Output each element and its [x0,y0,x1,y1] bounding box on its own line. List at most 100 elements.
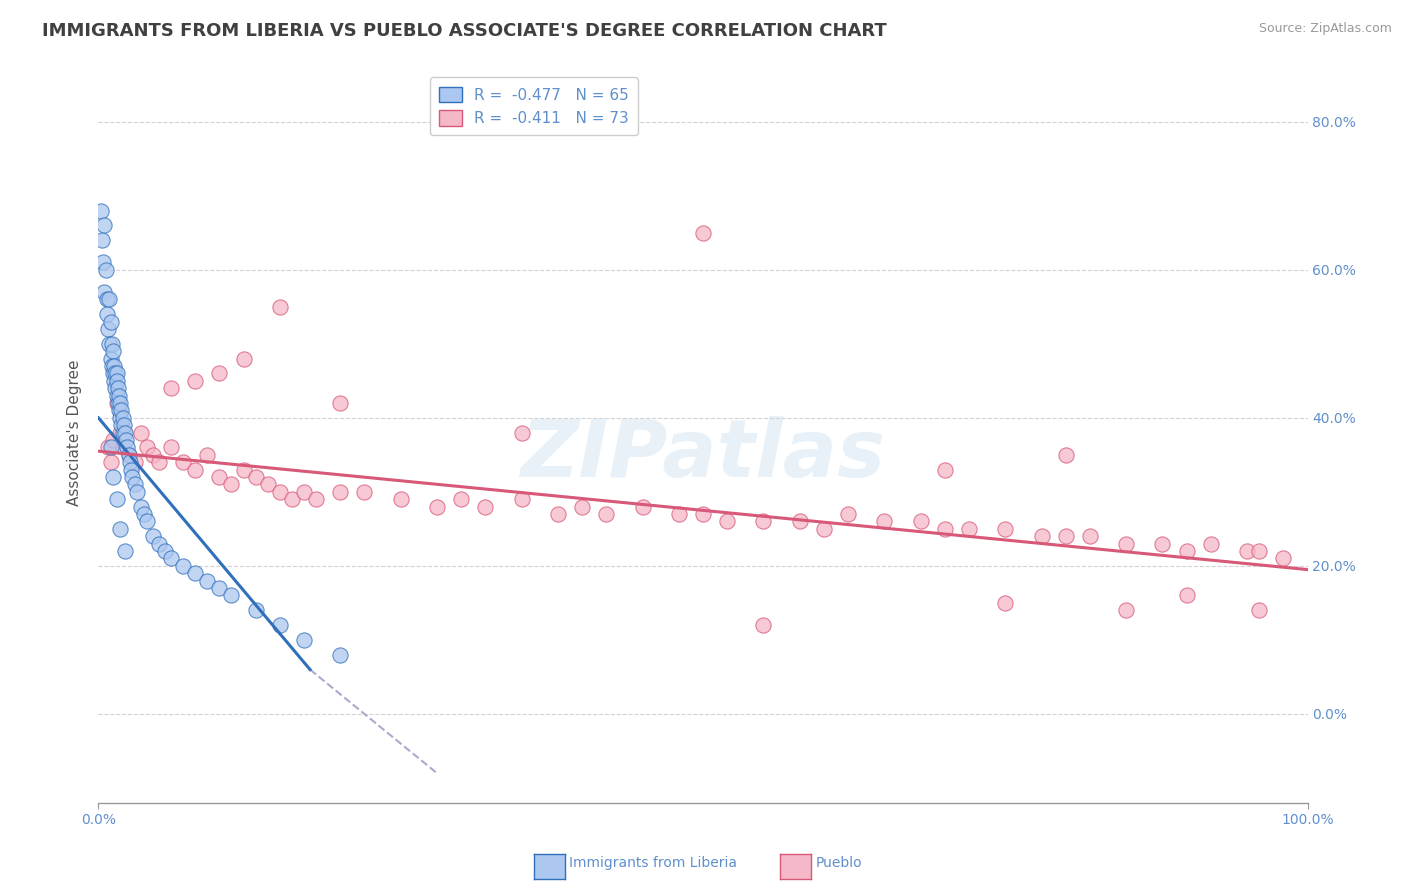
Point [426,500,449,514]
Y-axis label: Associate's Degree: Associate's Degree [67,359,83,506]
Point [1031,529,1053,543]
Point [127,484,149,499]
Point [184,374,207,388]
Point [117,441,139,455]
Point [994,596,1017,610]
Point [232,351,254,366]
Point [105,374,128,388]
Point [105,367,128,381]
Text: IMMIGRANTS FROM LIBERIA VS PUEBLO ASSOCIATE'S DEGREE CORRELATION CHART: IMMIGRANTS FROM LIBERIA VS PUEBLO ASSOCI… [42,22,887,40]
Point [837,507,859,521]
Point [256,477,278,491]
Point [94,262,117,277]
Point [547,507,569,521]
Point [101,367,124,381]
Point [474,500,496,514]
Point [98,293,121,307]
Point [281,492,304,507]
Point [148,455,170,469]
Point [111,441,134,455]
Legend: R =  -0.477   N = 65, R =  -0.411   N = 73: R = -0.477 N = 65, R = -0.411 N = 73 [430,78,638,136]
Point [668,507,690,521]
Point [111,425,134,440]
Point [101,344,124,359]
Point [110,403,132,417]
Point [1175,589,1198,603]
Point [269,618,291,632]
Point [118,455,141,469]
Point [269,300,291,314]
Point [98,336,121,351]
Point [1272,551,1295,566]
Point [389,492,412,507]
Point [353,484,375,499]
Point [208,367,231,381]
Point [115,433,138,447]
Point [108,522,131,536]
Point [111,410,134,425]
Point [813,522,835,536]
Point [172,558,194,573]
Point [1175,544,1198,558]
Point [112,418,135,433]
Point [104,367,127,381]
Point [124,455,146,469]
Point [631,500,654,514]
Point [692,226,714,240]
Point [101,470,124,484]
Point [142,448,165,462]
Point [142,529,165,543]
Point [120,462,142,476]
Point [105,389,128,403]
Point [269,484,291,499]
Point [305,492,328,507]
Point [510,425,533,440]
Point [101,433,124,447]
Point [232,462,254,476]
Point [208,470,231,484]
Point [100,336,122,351]
Point [100,314,122,328]
Point [160,441,183,455]
Point [221,477,243,491]
Point [91,233,114,247]
Point [108,389,131,403]
Point [195,448,218,462]
Point [752,515,775,529]
Point [873,515,896,529]
Point [108,410,131,425]
Point [103,359,125,373]
Point [208,581,231,595]
Point [114,425,136,440]
Point [245,603,267,617]
Point [135,515,157,529]
Point [129,425,152,440]
Point [1249,544,1271,558]
Point [118,448,141,462]
Text: Immigrants from Liberia: Immigrants from Liberia [569,855,737,870]
Point [934,462,956,476]
Point [1115,603,1137,617]
Point [107,381,129,395]
Text: Source: ZipAtlas.com: Source: ZipAtlas.com [1258,22,1392,36]
Point [329,396,352,410]
Point [104,381,127,395]
Point [789,515,811,529]
Point [245,470,267,484]
Point [108,403,131,417]
Point [1152,536,1174,550]
Point [108,425,131,440]
Point [329,484,352,499]
Point [103,374,125,388]
Point [221,589,243,603]
Point [994,522,1017,536]
Point [1078,529,1101,543]
Point [752,618,775,632]
Point [118,448,141,462]
Point [114,544,136,558]
Point [957,522,980,536]
Point [716,515,738,529]
Point [195,574,218,588]
Point [96,307,118,321]
Point [134,507,156,521]
